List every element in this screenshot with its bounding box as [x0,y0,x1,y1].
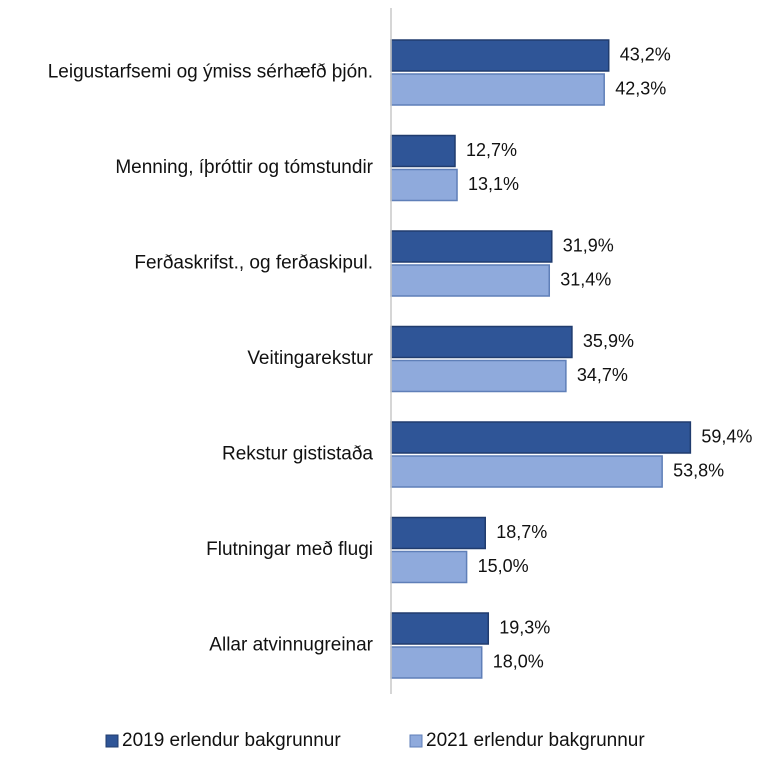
data-label: 34,7% [577,365,628,385]
data-label: 43,2% [620,44,671,64]
bar-2021 [390,646,483,679]
category-label: Ferðaskrifst., og ferðaskipul. [134,253,373,274]
data-label: 12,7% [466,140,517,160]
data-label: 15,0% [478,556,529,576]
data-label: 35,9% [583,331,634,351]
category-label: Rekstur gististaða [222,444,373,465]
category-labels: Leigustarfsemi og ýmiss sérhæfð þjón. Men… [48,62,374,656]
category-label: Menning, íþróttir og tómstundir [115,157,373,178]
category-label: Allar atvinnugreinar [209,635,373,656]
data-label: 59,4% [701,426,752,446]
bar-2021 [390,73,605,106]
data-label: 53,8% [673,460,724,480]
bar-2019 [390,325,573,359]
bar-2021 [390,168,458,202]
legend-swatch [105,734,119,748]
data-label: 18,0% [493,651,544,671]
data-label: 18,7% [496,522,547,542]
bar-2021 [390,550,468,584]
bar-2019 [390,421,692,454]
category-label: Leigustarfsemi og ýmiss sérhæfð þjón. [48,62,373,83]
bar-2019 [390,516,486,550]
bar-2019 [390,134,456,168]
category-label: Flutningar með flugi [206,539,373,560]
data-label: 31,9% [563,235,614,255]
legend: 2019 erlendur bakgrunnur 2021 erlendur ba… [105,730,645,751]
bar-2019 [390,230,553,263]
bar-2019 [390,612,490,645]
data-label: 13,1% [468,174,519,194]
bar-2021 [390,264,551,297]
bars [390,39,692,679]
legend-swatch [409,734,423,748]
bar-2021 [390,359,567,393]
value-labels: 43,2% 42,3% 12,7% 13,1% 31,9% 31,4% 35,9% 34,7%… [466,44,752,671]
legend-label: 2019 erlendur bakgrunnur [122,730,341,751]
data-label: 42,3% [615,78,666,98]
legend-label: 2021 erlendur bakgrunnur [426,730,645,751]
bar-2019 [390,39,610,72]
category-label: Veitingarekstur [247,348,373,369]
bar-2021 [390,455,663,488]
data-label: 31,4% [560,269,611,289]
data-label: 19,3% [499,617,550,637]
